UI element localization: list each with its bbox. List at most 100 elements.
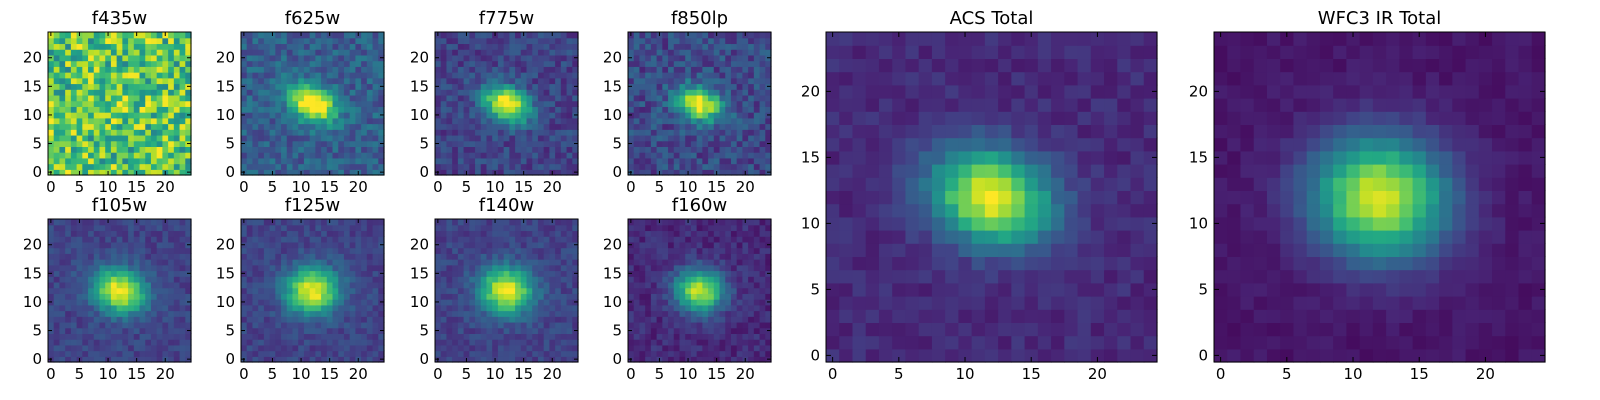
x-tick-label: 20 bbox=[736, 178, 755, 196]
heatmap-cell bbox=[492, 54, 499, 62]
heatmap-cell bbox=[566, 49, 573, 56]
heatmap-cell bbox=[679, 100, 686, 107]
heatmap-cell bbox=[292, 236, 299, 243]
heatmap-cell bbox=[88, 72, 95, 79]
heatmap-cell bbox=[486, 169, 493, 176]
heatmap-cell bbox=[65, 134, 72, 142]
heatmap-cell bbox=[76, 236, 83, 243]
heatmap-cell bbox=[76, 321, 83, 329]
heatmap-cell bbox=[435, 287, 442, 294]
heatmap-cell bbox=[133, 163, 141, 170]
heatmap-cell bbox=[759, 60, 766, 67]
heatmap-cell bbox=[572, 163, 579, 170]
heatmap-cell bbox=[53, 241, 61, 249]
heatmap-cell bbox=[628, 287, 635, 294]
heatmap-cell bbox=[435, 77, 442, 85]
heatmap-cell bbox=[349, 253, 356, 260]
heatmap-cell bbox=[690, 327, 698, 334]
heatmap-cell bbox=[105, 146, 112, 153]
heatmap-cell bbox=[497, 264, 505, 272]
heatmap-cell bbox=[719, 60, 726, 67]
heatmap-cell bbox=[286, 224, 294, 232]
heatmap-cell bbox=[145, 157, 152, 165]
heatmap-cell bbox=[520, 129, 528, 136]
heatmap-cell bbox=[258, 259, 265, 266]
heatmap-cell bbox=[497, 43, 505, 50]
heatmap-cell bbox=[349, 276, 356, 283]
heatmap-cell bbox=[555, 287, 562, 294]
heatmap-cell bbox=[70, 316, 78, 323]
heatmap-cell bbox=[719, 299, 726, 306]
heatmap-cell bbox=[281, 49, 288, 56]
heatmap-cell bbox=[281, 241, 288, 249]
heatmap-cell bbox=[263, 321, 271, 329]
heatmap-cell bbox=[446, 236, 453, 243]
heatmap-cell bbox=[48, 304, 55, 312]
heatmap-cell bbox=[275, 112, 282, 119]
heatmap-cell bbox=[708, 77, 715, 85]
heatmap-cell bbox=[361, 134, 368, 142]
heatmap-cell bbox=[128, 146, 135, 153]
heatmap-cell bbox=[440, 72, 448, 79]
heatmap-cell bbox=[549, 316, 556, 323]
heatmap-cell bbox=[532, 54, 539, 62]
heatmap-cell bbox=[537, 276, 545, 283]
heatmap-cell bbox=[696, 287, 703, 294]
heatmap-cell bbox=[82, 89, 89, 96]
heatmap-cell bbox=[173, 356, 181, 363]
heatmap-cell bbox=[281, 146, 288, 153]
heatmap-cell bbox=[252, 94, 259, 102]
heatmap-cell bbox=[133, 43, 141, 50]
heatmap-cell bbox=[70, 66, 78, 73]
heatmap-cell bbox=[292, 224, 299, 232]
heatmap-cell bbox=[298, 94, 305, 102]
heatmap-cell bbox=[366, 259, 374, 266]
heatmap-cell bbox=[321, 316, 328, 323]
heatmap-cell bbox=[520, 310, 528, 317]
heatmap-cell bbox=[372, 169, 379, 176]
heatmap-cell bbox=[349, 304, 356, 312]
heatmap-cell bbox=[139, 66, 146, 73]
heatmap-cell bbox=[555, 264, 562, 272]
heatmap-cell bbox=[59, 157, 66, 165]
heatmap-cell bbox=[263, 293, 271, 300]
heatmap-cell bbox=[633, 327, 641, 334]
heatmap-cell bbox=[93, 253, 101, 260]
heatmap-cell bbox=[82, 344, 89, 352]
heatmap-cell bbox=[742, 281, 749, 289]
heatmap-cell bbox=[105, 43, 112, 50]
heatmap-cell bbox=[332, 54, 339, 62]
heatmap-cell bbox=[503, 32, 510, 39]
heatmap-cell bbox=[526, 123, 533, 130]
heatmap-cell bbox=[366, 236, 374, 243]
heatmap-cell bbox=[246, 117, 254, 125]
heatmap-cell bbox=[469, 270, 476, 277]
y-tick-label: 0 bbox=[32, 163, 42, 181]
heatmap-cell bbox=[549, 66, 556, 73]
heatmap-cell bbox=[650, 32, 658, 39]
heatmap-cell bbox=[475, 60, 482, 67]
heatmap-cell bbox=[269, 247, 276, 254]
heatmap-cell bbox=[765, 123, 772, 130]
heatmap-cell bbox=[639, 134, 646, 142]
heatmap-cell bbox=[457, 94, 465, 102]
heatmap-cell bbox=[309, 32, 316, 39]
heatmap-cell bbox=[298, 344, 305, 352]
heatmap-cell bbox=[725, 293, 732, 300]
heatmap-cell bbox=[241, 100, 248, 107]
heatmap-cell bbox=[633, 123, 641, 130]
heatmap-cell bbox=[53, 37, 61, 45]
heatmap-cell bbox=[532, 117, 539, 125]
heatmap-cell bbox=[59, 83, 66, 90]
heatmap-cell bbox=[150, 241, 158, 249]
heatmap-cell bbox=[690, 32, 698, 39]
heatmap-cell bbox=[93, 66, 101, 73]
heatmap-cell bbox=[162, 37, 169, 45]
heatmap-cell bbox=[696, 304, 703, 312]
heatmap-cell bbox=[252, 89, 259, 96]
heatmap-cell bbox=[753, 276, 761, 283]
heatmap-cell bbox=[555, 293, 562, 300]
heatmap-cell bbox=[355, 316, 362, 323]
heatmap-cell bbox=[492, 49, 499, 56]
heatmap-cell bbox=[82, 281, 89, 289]
